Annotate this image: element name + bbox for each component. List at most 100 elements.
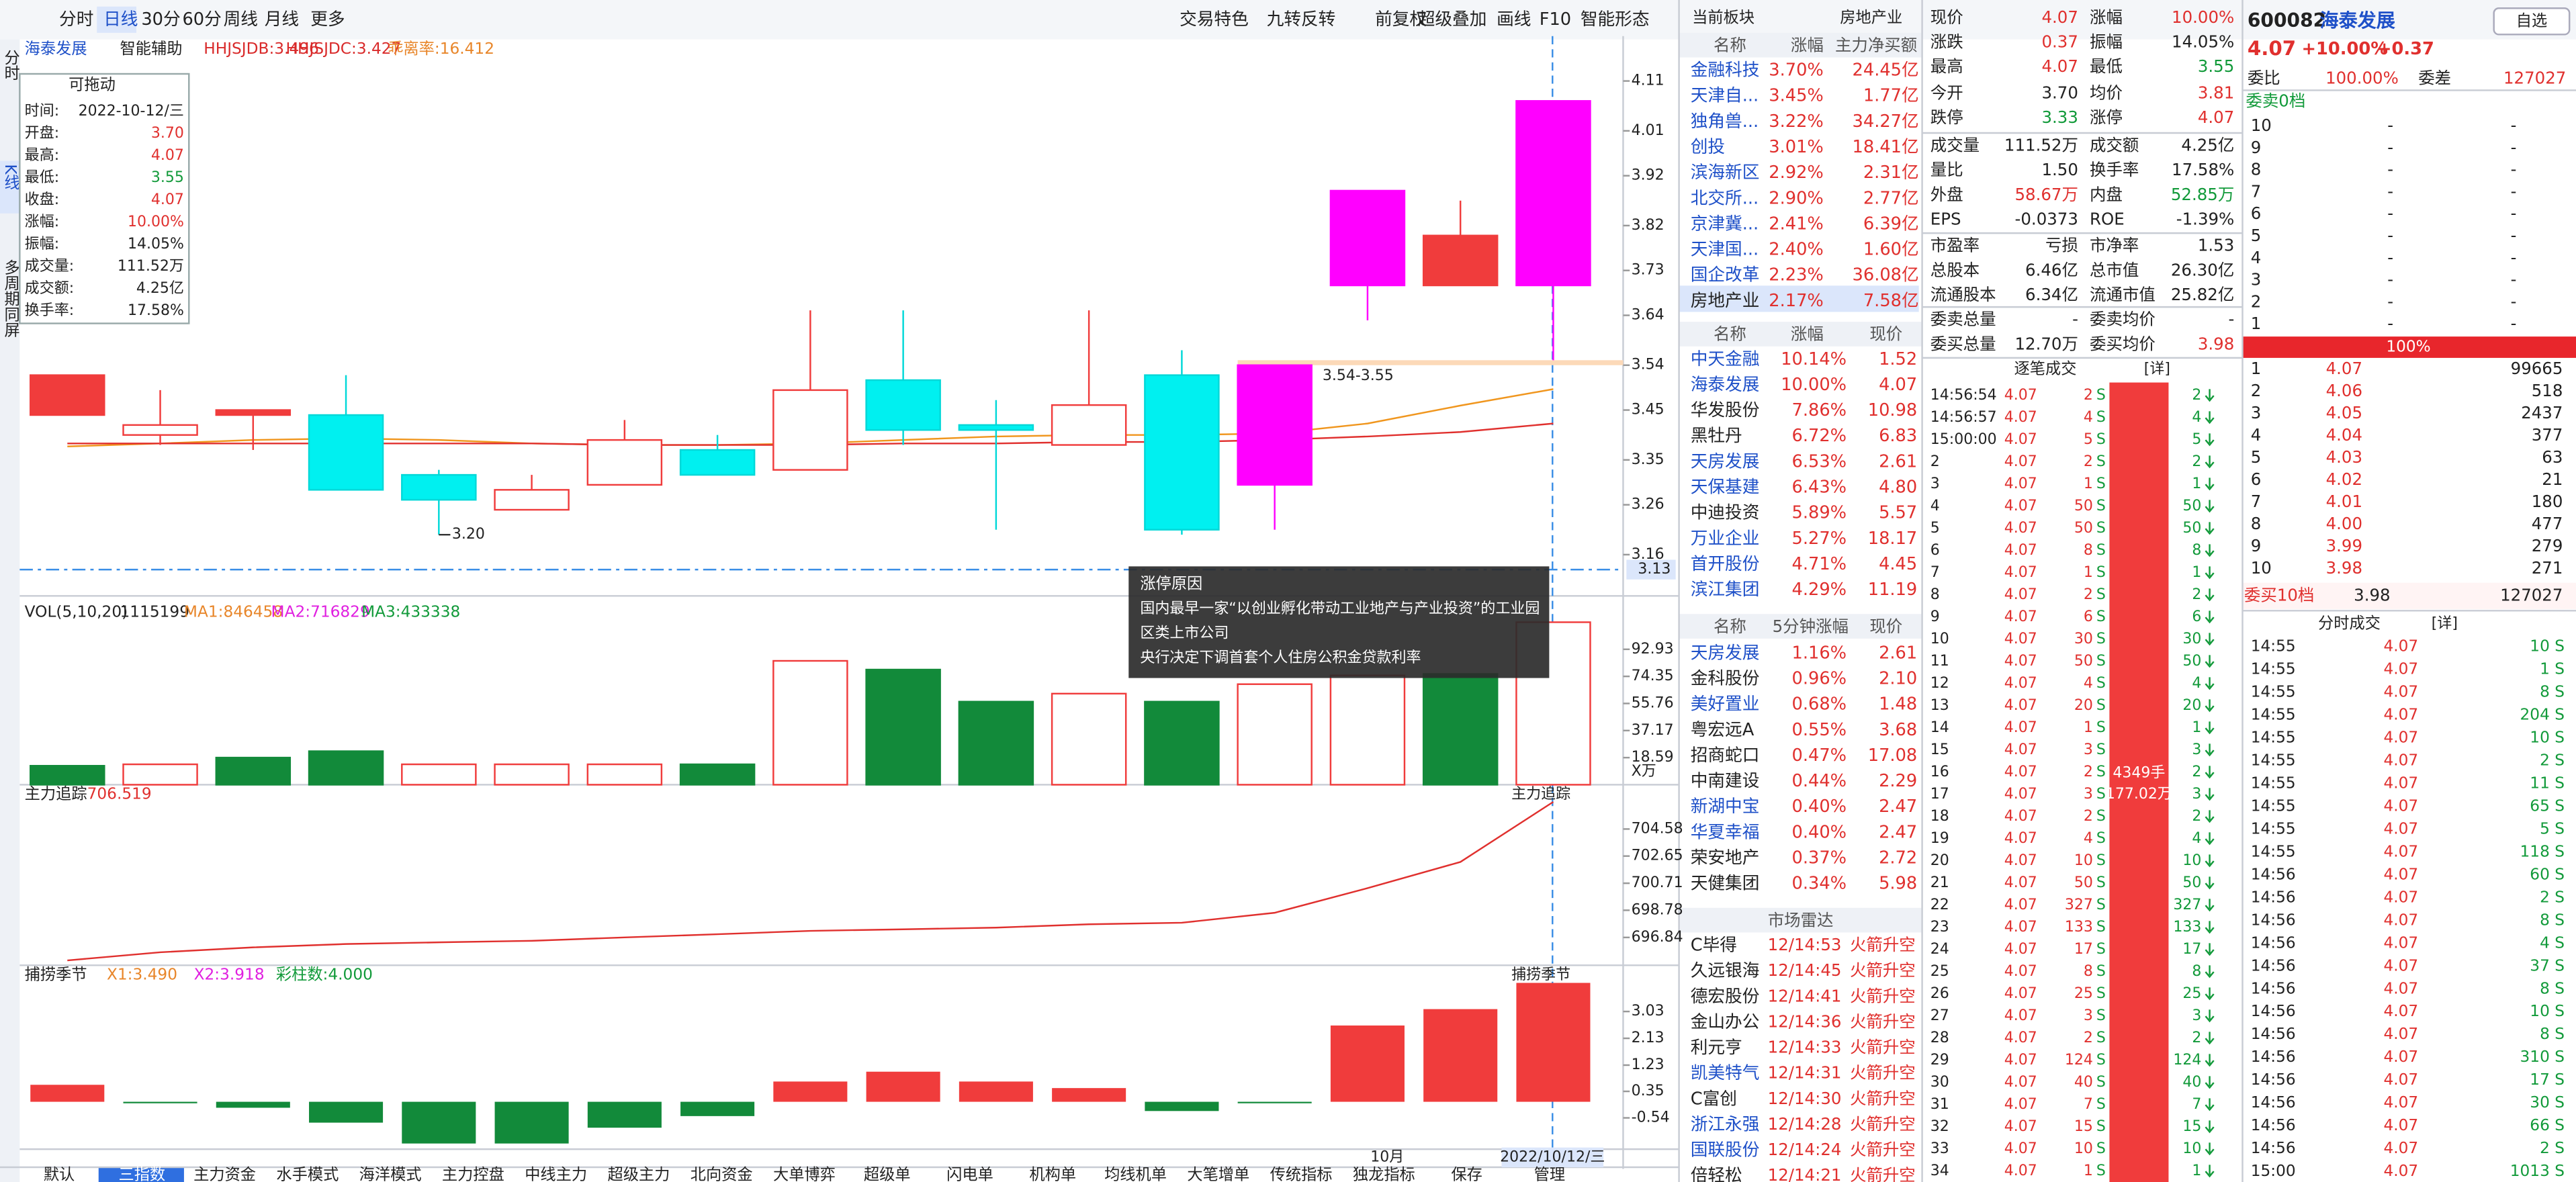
table-cell[interactable]: 创投	[1691, 137, 1725, 157]
radar-name[interactable]: 倍轻松	[1691, 1166, 1742, 1182]
sidebar-tab[interactable]: 多周期同屏	[1, 259, 20, 337]
tick-volume: 1	[2192, 564, 2201, 581]
tab[interactable]: 水手模式	[276, 1166, 339, 1182]
tick-side: S	[2096, 1074, 2106, 1091]
info-title: 可拖动	[69, 76, 116, 94]
tool-button[interactable]: 交易特色	[1180, 9, 1249, 30]
tab[interactable]: 大单博弈	[773, 1166, 836, 1182]
tab[interactable]: 默认	[44, 1166, 75, 1182]
table-cell[interactable]: 滨海新区	[1691, 163, 1760, 183]
radar-name[interactable]: 利元亨	[1691, 1038, 1742, 1058]
period-button[interactable]: 月线	[265, 9, 299, 30]
tab[interactable]: 闪电单	[946, 1166, 993, 1182]
sector-current[interactable]: 房地产业	[1840, 8, 1902, 26]
detail-link[interactable]: [详]	[2432, 615, 2458, 632]
table-cell[interactable]: 黑牡丹	[1691, 426, 1742, 446]
tab[interactable]: 传统指标	[1270, 1166, 1333, 1182]
volume-bar	[1329, 674, 1406, 786]
tab[interactable]: 管理	[1534, 1166, 1565, 1182]
quote-value: 52.85万	[2171, 185, 2234, 204]
tick-price: 4.07	[2004, 387, 2037, 404]
table-cell[interactable]: 房地产业	[1691, 291, 1760, 311]
radar-name[interactable]: C毕得	[1691, 936, 1737, 956]
tool-button[interactable]: 画线	[1497, 9, 1531, 30]
radar-name[interactable]: 久远银海	[1691, 961, 1760, 981]
table-cell[interactable]: 华夏幸福	[1691, 822, 1760, 842]
tab[interactable]: 中线主力	[525, 1166, 587, 1182]
tab[interactable]: 均线机单	[1104, 1166, 1167, 1182]
table-cell[interactable]: 中迪投资	[1691, 503, 1760, 523]
tab[interactable]: 机构单	[1029, 1166, 1076, 1182]
tool-button[interactable]: 九转反转	[1267, 9, 1336, 30]
table-cell[interactable]: 招商蛇口	[1691, 745, 1760, 766]
tab[interactable]: 三指数	[118, 1166, 165, 1182]
table-cell[interactable]: 北交所...	[1691, 188, 1759, 208]
tool-button[interactable]: 前复权	[1375, 9, 1427, 30]
table-cell[interactable]: 天房发展	[1691, 643, 1760, 663]
table-cell[interactable]: 海泰发展	[1691, 375, 1760, 395]
tick-price: 4.07	[2004, 919, 2037, 936]
period-button[interactable]: 30分	[141, 9, 180, 30]
tab[interactable]: 超级单	[864, 1166, 911, 1182]
tab[interactable]: 保存	[1451, 1166, 1482, 1182]
watch-label[interactable]: 自选	[2516, 11, 2547, 30]
radar-name[interactable]: 金山办公	[1691, 1012, 1760, 1032]
trade-side: S	[2555, 934, 2565, 952]
table-cell[interactable]: 新湖中宝	[1691, 797, 1760, 817]
radar-name[interactable]: 凯美特气	[1691, 1063, 1760, 1083]
table-cell[interactable]: 独角兽...	[1691, 111, 1759, 132]
table-cell[interactable]: 荣安地产	[1691, 848, 1760, 868]
tab[interactable]: 主力控盘	[442, 1166, 504, 1182]
table-cell[interactable]: 美好置业	[1691, 694, 1760, 715]
trade-volume: 4	[2540, 934, 2550, 952]
table-cell[interactable]: 金融科技	[1691, 60, 1760, 81]
table-cell[interactable]: 中南建设	[1691, 771, 1760, 791]
period-button[interactable]: 周线	[224, 9, 258, 30]
period-button[interactable]: 更多	[310, 9, 345, 30]
table-cell: 2.92%	[1769, 163, 1824, 183]
period-button[interactable]: 60分	[182, 9, 221, 30]
table-cell[interactable]: 中天金融	[1691, 349, 1760, 369]
tab[interactable]: 主力资金	[193, 1166, 256, 1182]
period-button[interactable]: 日线	[103, 9, 138, 30]
table-cell[interactable]: 天津自...	[1691, 86, 1759, 106]
table-cell[interactable]: 万业企业	[1691, 529, 1760, 549]
detail-link[interactable]: [详]	[2144, 361, 2170, 377]
table-cell[interactable]: 首开股份	[1691, 554, 1760, 574]
tab[interactable]: 海洋模式	[359, 1166, 422, 1182]
sidebar-tab[interactable]: 分时	[1, 49, 19, 80]
tool-button[interactable]: 智能形态	[1581, 9, 1650, 30]
book-label: 委比	[2248, 68, 2280, 87]
tab[interactable]: 超级主力	[607, 1166, 670, 1182]
tool-button[interactable]: F10	[1540, 9, 1571, 30]
table-cell[interactable]: 天健集团	[1691, 874, 1760, 894]
tab[interactable]: 独龙指标	[1353, 1166, 1415, 1182]
radar-name[interactable]: 德宏股份	[1691, 987, 1760, 1007]
table-cell[interactable]: 滨江集团	[1691, 580, 1760, 600]
table-cell[interactable]: 金科股份	[1691, 669, 1760, 689]
radar-name[interactable]: 国联股份	[1691, 1140, 1760, 1161]
tool-button[interactable]: 超级叠加	[1418, 9, 1487, 30]
table-cell: 2.17%	[1769, 291, 1824, 311]
tab[interactable]: 北向资金	[691, 1166, 753, 1182]
tick-volume: 10	[2182, 1140, 2201, 1157]
trade-time: 14:56	[2251, 979, 2296, 997]
table-cell[interactable]: 粤宏远A	[1691, 720, 1755, 740]
trade-price: 4.07	[2383, 660, 2418, 678]
table-cell[interactable]: 京津冀...	[1691, 214, 1759, 234]
tab[interactable]: 大笔增单	[1187, 1166, 1249, 1182]
table-cell: 2.31亿	[1863, 163, 1919, 183]
table-cell[interactable]: 天保基建	[1691, 478, 1760, 498]
tick-volume: 2	[2084, 764, 2093, 780]
table-cell[interactable]: 国企改革	[1691, 265, 1760, 285]
table-cell[interactable]: 天津国...	[1691, 240, 1759, 260]
table-cell[interactable]: 华发股份	[1691, 400, 1760, 420]
radar-name[interactable]: C富创	[1691, 1089, 1737, 1109]
watch-button[interactable]	[2493, 7, 2571, 36]
radar-name[interactable]: 浙江永强	[1691, 1114, 1760, 1134]
sidebar-tab[interactable]: K线	[1, 164, 19, 190]
period-button[interactable]: 分时	[59, 9, 93, 30]
table-cell[interactable]: 天房发展	[1691, 451, 1760, 471]
quote-value: -	[2228, 310, 2234, 329]
quote-value: 4.07	[2041, 56, 2078, 76]
